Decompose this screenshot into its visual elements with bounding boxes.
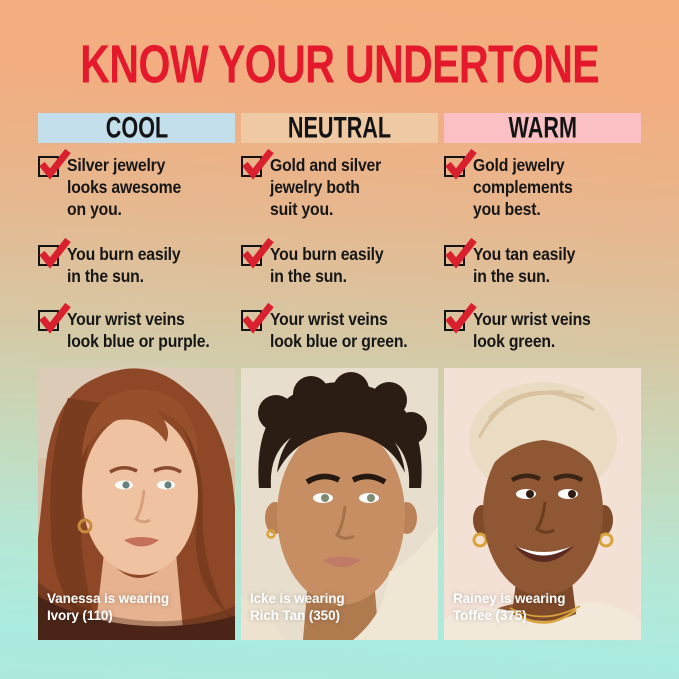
checklist-item-text: Your wrist veins look blue or purple. xyxy=(67,309,210,351)
checked-checkbox-icon xyxy=(444,302,477,334)
checked-checkbox-icon xyxy=(444,148,477,180)
column-header-label: WARM xyxy=(508,111,577,145)
checked-checkbox-icon xyxy=(444,237,477,269)
checklist-item-text: Your wrist veins look green. xyxy=(473,309,591,351)
column-header-label: COOL xyxy=(105,111,168,145)
checklist-item: You tan easily in the sun. xyxy=(444,237,641,287)
checklist-item: Your wrist veins look blue or purple. xyxy=(38,302,235,352)
column-header-warm: WARM xyxy=(444,111,641,145)
undertone-columns: COOL Silver jewelry looks awesome on you… xyxy=(38,111,641,352)
column-header-label: NEUTRAL xyxy=(287,111,392,145)
checklist-item: Gold and silver jewelry both suit you. xyxy=(241,148,438,220)
checklist-item-text: Gold and silver jewelry both suit you. xyxy=(270,155,382,219)
checklist-item-text: You tan easily in the sun. xyxy=(473,244,576,286)
portrait-photo-cool: Vanessa is wearing Ivory (110) xyxy=(38,368,235,640)
column-warm: WARM Gold jewelry complements you best. … xyxy=(444,111,641,352)
page-title-text: KNOW YOUR UNDERTONE xyxy=(80,34,600,95)
column-neutral: NEUTRAL Gold and silver jewelry both sui… xyxy=(241,111,438,352)
checklist-item-text: Gold jewelry complements you best. xyxy=(473,155,573,219)
checked-checkbox-icon xyxy=(241,237,274,269)
model-photos: Vanessa is wearing Ivory (110) xyxy=(38,368,641,640)
checklist-item-text: You burn easily in the sun. xyxy=(270,244,384,286)
checklist-item: Your wrist veins look blue or green. xyxy=(241,302,438,352)
checklist-item: You burn easily in the sun. xyxy=(38,237,235,287)
portrait-photo-warm: Rainey is wearing Toffee (375) xyxy=(444,368,641,640)
checklist-item-text: You burn easily in the sun. xyxy=(67,244,181,286)
column-header-neutral: NEUTRAL xyxy=(241,111,438,145)
checklist-item-text: Silver jewelry looks awesome on you. xyxy=(67,155,182,219)
portrait-illustration-cool xyxy=(38,368,235,640)
checklist-item: Silver jewelry looks awesome on you. xyxy=(38,148,235,220)
checklist-item: You burn easily in the sun. xyxy=(241,237,438,287)
photo-caption: Icke is wearing Rich Tan (350) xyxy=(250,591,345,623)
checked-checkbox-icon xyxy=(38,148,71,180)
portrait-illustration-warm xyxy=(444,368,641,640)
photo-caption: Vanessa is wearing Ivory (110) xyxy=(47,591,170,623)
checklist-item-text: Your wrist veins look blue or green. xyxy=(270,309,408,351)
checklist-item: Your wrist veins look green. xyxy=(444,302,641,352)
column-header-cool: COOL xyxy=(38,111,235,145)
column-cool: COOL Silver jewelry looks awesome on you… xyxy=(38,111,235,352)
checked-checkbox-icon xyxy=(38,302,71,334)
photo-caption: Rainey is wearing Toffee (375) xyxy=(453,591,566,623)
page-title: KNOW YOUR UNDERTONE xyxy=(0,34,679,95)
checklist-item: Gold jewelry complements you best. xyxy=(444,148,641,220)
checked-checkbox-icon xyxy=(241,302,274,334)
checked-checkbox-icon xyxy=(241,148,274,180)
portrait-photo-neutral: Icke is wearing Rich Tan (350) xyxy=(241,368,438,640)
portrait-illustration-neutral xyxy=(241,368,438,640)
checked-checkbox-icon xyxy=(38,237,71,269)
